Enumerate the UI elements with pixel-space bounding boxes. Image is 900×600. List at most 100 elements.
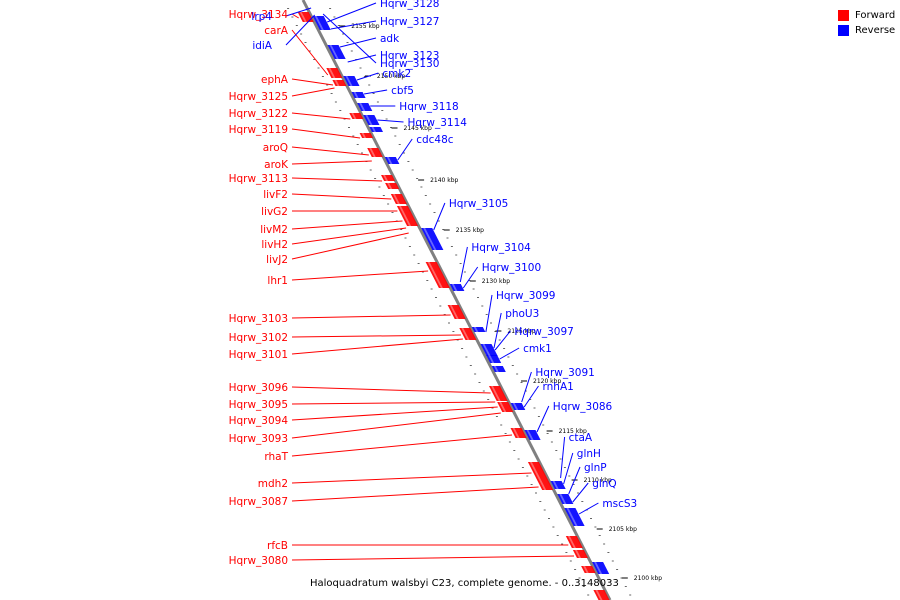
gene-label-rhat[interactable]: rhaT bbox=[264, 451, 288, 463]
reverse-gene[interactable] bbox=[486, 355, 502, 363]
gene-label-hqrw-3100[interactable]: Hqrw_3100 bbox=[482, 262, 541, 274]
gene-label-rfcb[interactable]: rfcB bbox=[267, 540, 288, 552]
gene-label-hqrw-3086[interactable]: Hqrw_3086 bbox=[553, 401, 613, 413]
gene-label-cdc48c[interactable]: cdc48c bbox=[416, 134, 454, 146]
gene-label-cbf5[interactable]: cbf5 bbox=[391, 85, 414, 97]
forward-gene[interactable] bbox=[447, 305, 466, 319]
reverse-gene[interactable] bbox=[327, 45, 346, 59]
gene-label-hqrw-3118[interactable]: Hqrw_3118 bbox=[399, 101, 458, 113]
gene-label-hqrw-3102[interactable]: Hqrw_3102 bbox=[229, 332, 288, 344]
forward-gene[interactable] bbox=[581, 566, 596, 573]
gene-label-rnha1[interactable]: rnhA1 bbox=[543, 381, 574, 393]
reverse-gene[interactable] bbox=[569, 518, 585, 526]
gene-label-livm2[interactable]: livM2 bbox=[260, 224, 288, 236]
reverse-gene[interactable] bbox=[550, 481, 566, 489]
gene-label-livf2[interactable]: livF2 bbox=[263, 189, 288, 201]
reverse-gene[interactable] bbox=[480, 344, 498, 356]
forward-gene[interactable] bbox=[381, 175, 396, 181]
gene-label-idia[interactable]: idiA bbox=[252, 40, 272, 52]
forward-gene[interactable] bbox=[572, 550, 588, 558]
gene-label-ctaa[interactable]: ctaA bbox=[569, 432, 593, 444]
forward-gene[interactable] bbox=[402, 216, 419, 226]
forward-gene[interactable] bbox=[459, 328, 477, 340]
gene-label-livj2[interactable]: livJ2 bbox=[266, 254, 288, 266]
forward-gene[interactable] bbox=[497, 402, 511, 407]
gene-label-cmk2[interactable]: cmk2 bbox=[382, 68, 411, 80]
reverse-gene[interactable] bbox=[343, 76, 360, 86]
gene-label-hqrw-3122[interactable]: Hqrw_3122 bbox=[229, 108, 288, 120]
gene-label-epha[interactable]: ephA bbox=[261, 74, 289, 86]
forward-gene[interactable] bbox=[489, 386, 506, 396]
gene-label-cara[interactable]: carA bbox=[264, 25, 289, 37]
reverse-gene[interactable] bbox=[564, 508, 581, 518]
gene-label-hqrw-3093[interactable]: Hqrw_3093 bbox=[229, 433, 288, 445]
gene-label-hqrw-3095[interactable]: Hqrw_3095 bbox=[229, 399, 288, 411]
forward-gene[interactable] bbox=[425, 262, 450, 288]
reverse-gene[interactable] bbox=[312, 16, 328, 24]
gene-label-hqrw-3113[interactable]: Hqrw_3113 bbox=[229, 173, 288, 185]
gene-label-hqrw-3114[interactable]: Hqrw_3114 bbox=[408, 117, 468, 129]
gene-label-adk[interactable]: adk bbox=[380, 33, 400, 45]
gene-label-arok[interactable]: aroK bbox=[264, 159, 289, 171]
forward-gene[interactable] bbox=[349, 113, 364, 119]
forward-gene[interactable] bbox=[494, 396, 508, 401]
gene-label-glnq[interactable]: glnQ bbox=[592, 478, 617, 490]
gene-label-hqrw-3125[interactable]: Hqrw_3125 bbox=[229, 91, 288, 103]
gene-label-glnh[interactable]: glnH bbox=[577, 448, 601, 460]
gene-label-hqrw-3123[interactable]: Hqrw_3123 bbox=[380, 50, 439, 62]
gene-label-lrp4[interactable]: lrp4 bbox=[251, 11, 272, 23]
gene-label-hqrw-3104[interactable]: Hqrw_3104 bbox=[471, 242, 531, 254]
forward-gene[interactable] bbox=[593, 590, 611, 600]
gene-label-hqrw-3105[interactable]: Hqrw_3105 bbox=[449, 198, 508, 210]
forward-gene[interactable] bbox=[367, 148, 383, 157]
gene-label-lhr1[interactable]: lhr1 bbox=[267, 275, 288, 287]
reverse-gene[interactable] bbox=[421, 228, 444, 250]
gene-label-hqrw-3087[interactable]: Hqrw_3087 bbox=[229, 496, 288, 508]
reverse-gene[interactable] bbox=[592, 562, 610, 574]
reverse-gene[interactable] bbox=[471, 327, 486, 332]
gene-label-hqrw-3134[interactable]: Hqrw_3134 bbox=[229, 9, 289, 21]
gene-label-hqrw-3103[interactable]: Hqrw_3103 bbox=[229, 313, 288, 325]
reverse-gene[interactable] bbox=[363, 115, 380, 125]
gene-label-hqrw-3080[interactable]: Hqrw_3080 bbox=[229, 555, 288, 567]
reverse-gene[interactable] bbox=[351, 92, 366, 98]
forward-gene[interactable] bbox=[499, 407, 514, 412]
forward-gene[interactable] bbox=[326, 68, 343, 78]
reverse-gene[interactable] bbox=[449, 284, 465, 291]
reverse-gene[interactable] bbox=[316, 24, 331, 30]
reverse-gene[interactable] bbox=[510, 403, 526, 410]
gene-label-hqrw-3099[interactable]: Hqrw_3099 bbox=[496, 290, 555, 302]
forward-gene[interactable] bbox=[565, 536, 583, 548]
gene-label-hqrw-3096[interactable]: Hqrw_3096 bbox=[229, 382, 289, 394]
forward-gene[interactable] bbox=[390, 194, 407, 204]
gene-label-hqrw-3091[interactable]: Hqrw_3091 bbox=[535, 367, 594, 379]
reverse-gene[interactable] bbox=[369, 127, 384, 132]
gene-label-glnp[interactable]: glnP bbox=[584, 462, 607, 474]
reverse-gene[interactable] bbox=[357, 103, 373, 111]
reverse-gene[interactable] bbox=[384, 157, 400, 164]
forward-gene[interactable] bbox=[385, 183, 400, 189]
gene-label-cmk1[interactable]: cmk1 bbox=[523, 343, 552, 355]
forward-gene[interactable] bbox=[527, 462, 549, 480]
reverse-gene[interactable] bbox=[491, 366, 506, 372]
gene-label-hqrw-3119[interactable]: Hqrw_3119 bbox=[229, 124, 288, 136]
reverse-gene[interactable] bbox=[524, 430, 541, 440]
gene-label-livg2[interactable]: livG2 bbox=[261, 206, 288, 218]
gene-label-hqrw-3130[interactable]: Hqrw_3130 bbox=[380, 58, 439, 70]
gene-label-hqrw-3101[interactable]: Hqrw_3101 bbox=[229, 349, 288, 361]
forward-gene[interactable] bbox=[359, 133, 374, 138]
forward-gene[interactable] bbox=[510, 428, 527, 438]
gene-label-livh2[interactable]: livH2 bbox=[261, 239, 288, 251]
gene-label-hqrw-3094[interactable]: Hqrw_3094 bbox=[229, 415, 289, 427]
gene-label-mdh2[interactable]: mdh2 bbox=[258, 478, 288, 490]
reverse-gene[interactable] bbox=[557, 494, 574, 504]
forward-gene[interactable] bbox=[396, 206, 413, 216]
gene-label-hqrw-3128[interactable]: Hqrw_3128 bbox=[380, 0, 439, 10]
gene-label-phou3[interactable]: phoU3 bbox=[505, 308, 539, 320]
gene-label-mscs3[interactable]: mscS3 bbox=[602, 498, 637, 510]
forward-gene[interactable] bbox=[332, 80, 347, 86]
gene-label-hqrw-3097[interactable]: Hqrw_3097 bbox=[514, 326, 573, 338]
forward-gene[interactable] bbox=[537, 480, 554, 490]
gene-label-aroq[interactable]: aroQ bbox=[263, 142, 288, 154]
gene-label-hqrw-3127[interactable]: Hqrw_3127 bbox=[380, 16, 439, 28]
